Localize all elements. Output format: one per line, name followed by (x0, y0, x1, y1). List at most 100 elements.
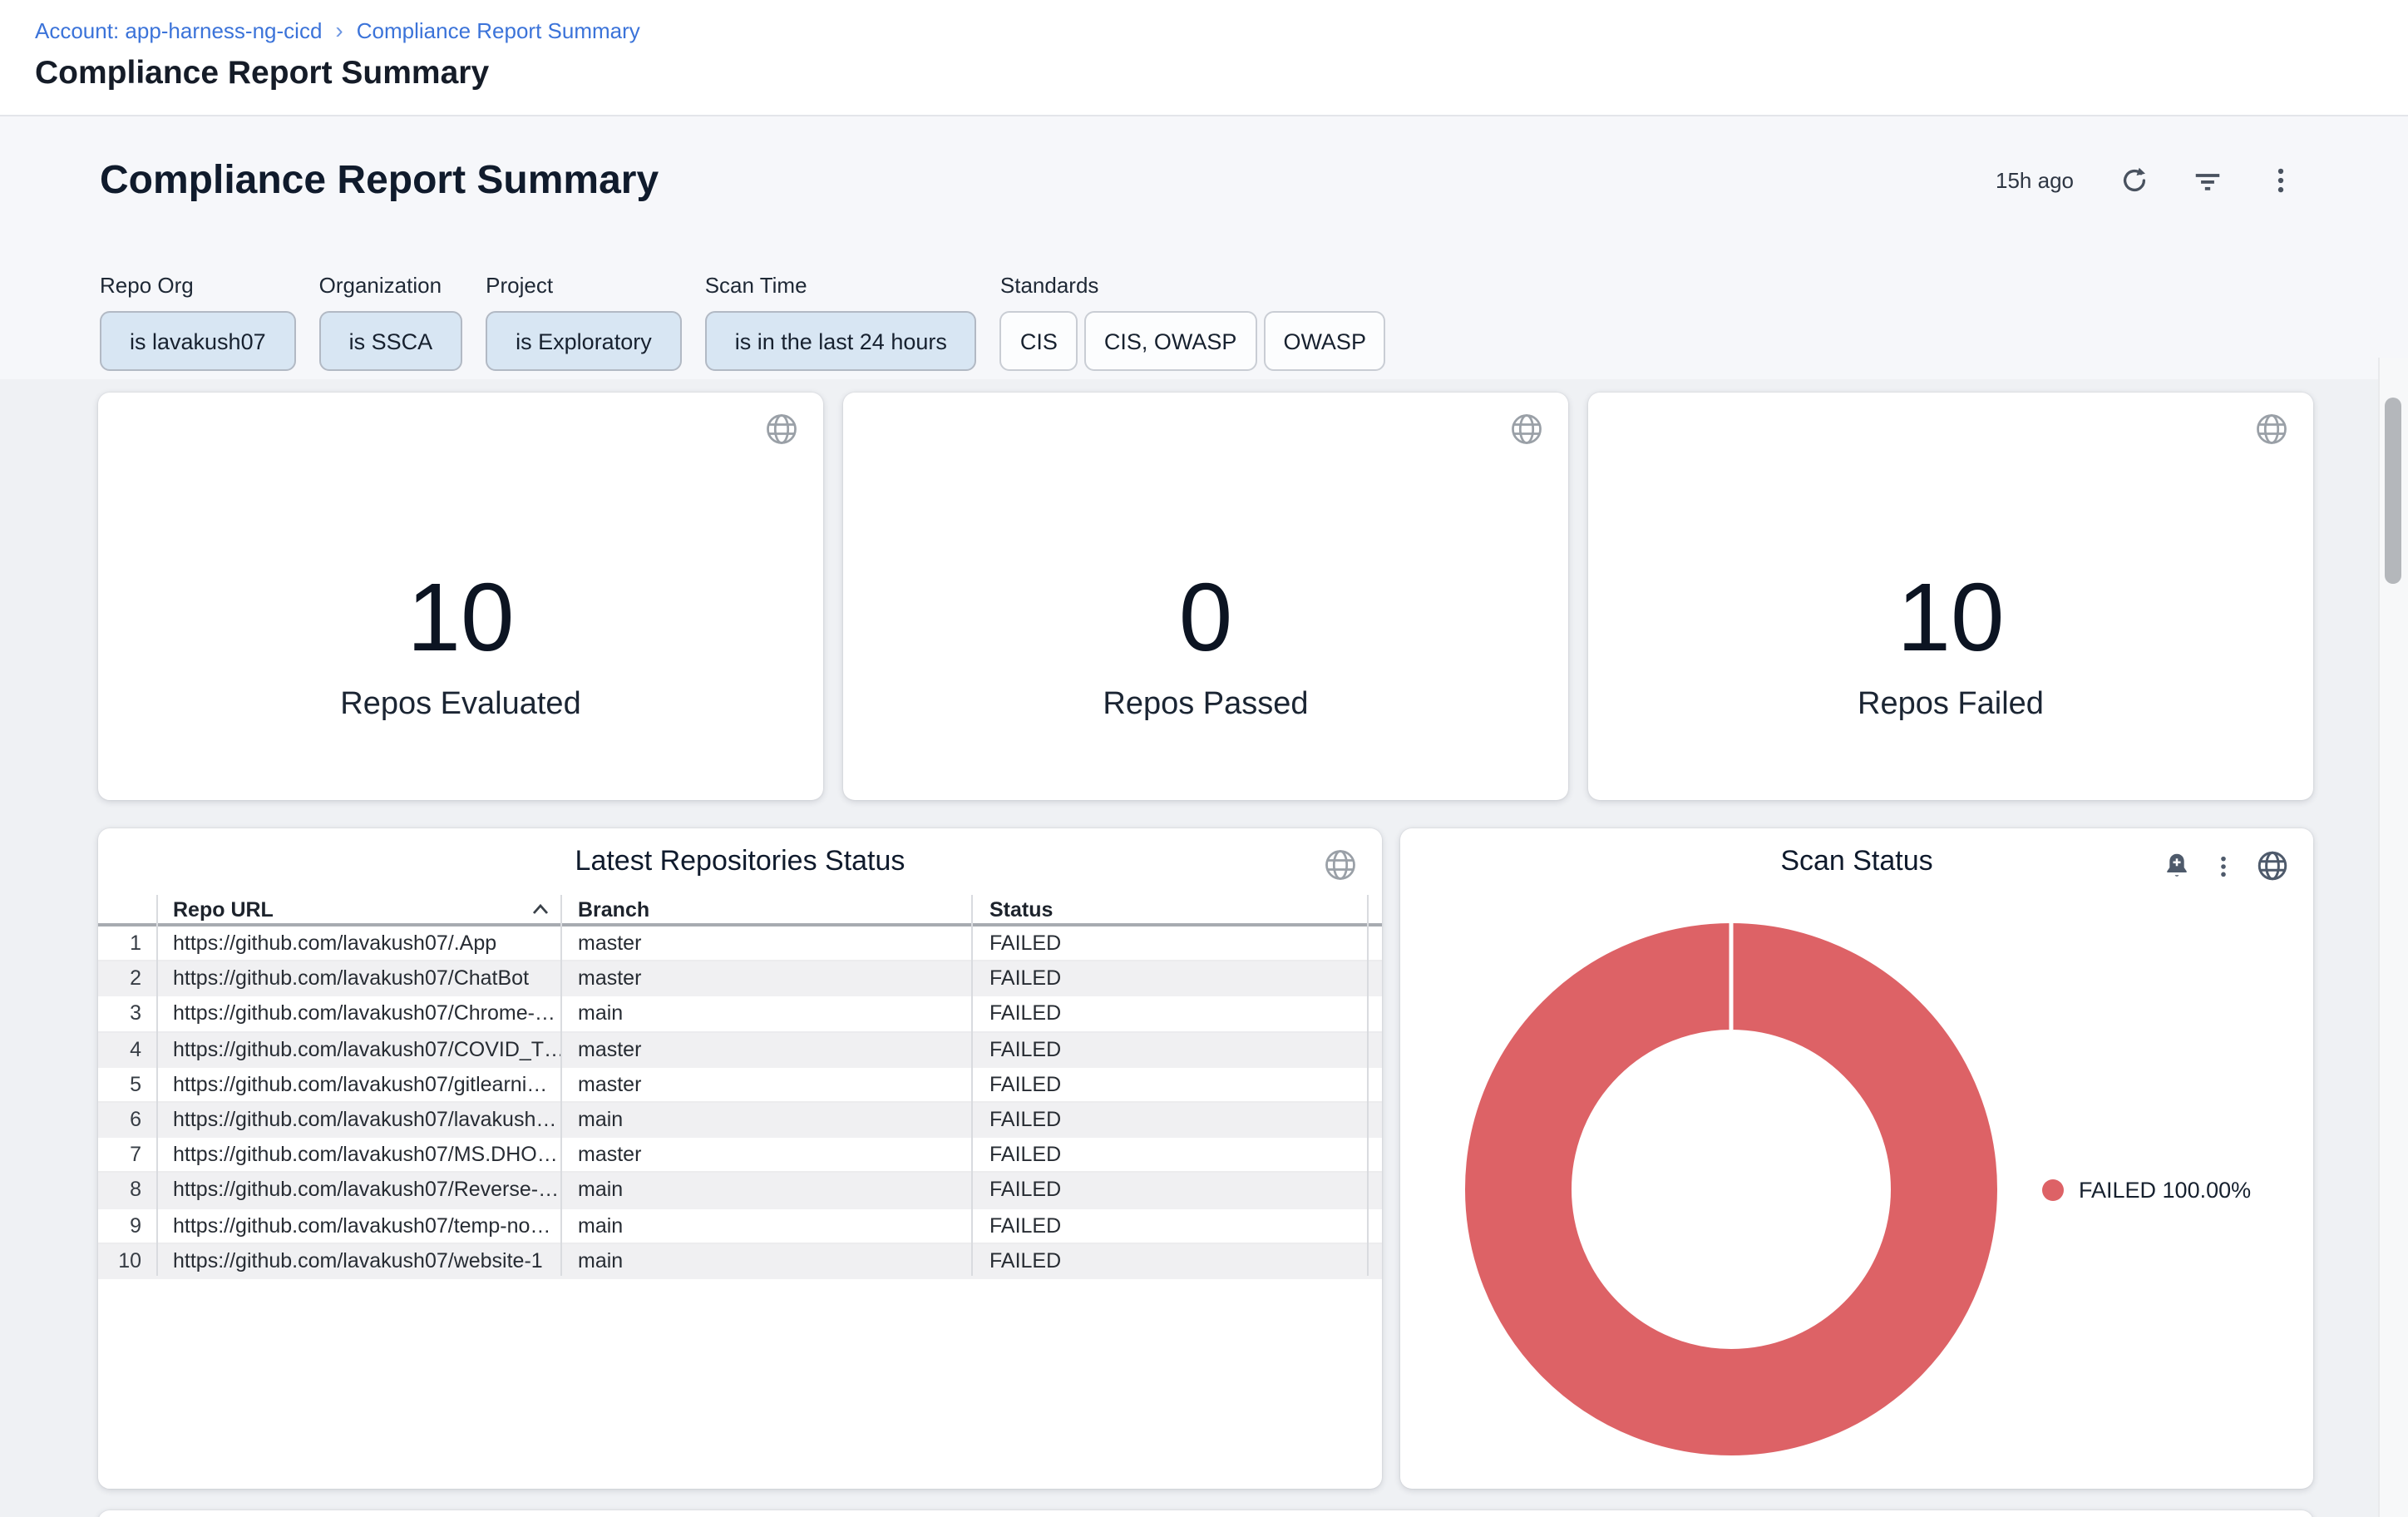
cell-repo-url: https://github.com/lavakush07/temp-no… (173, 1213, 551, 1238)
table-row[interactable]: 8 https://github.com/lavakush07/Reverse-…… (98, 1173, 1382, 1208)
filter-label: Scan Time (704, 273, 807, 298)
more-vertical-icon[interactable] (2210, 851, 2237, 881)
cell-status: FAILED (989, 1143, 1062, 1167)
cell-repo-url: https://github.com/lavakush07/COVID_T… (173, 1037, 560, 1061)
last-refresh-time: 15h ago (1996, 168, 2074, 193)
table-row[interactable]: 5 https://github.com/lavakush07/gitlearni… (98, 1067, 1382, 1103)
breadcrumb-account-link[interactable]: Account: app-harness-ng-cicd (35, 18, 323, 43)
scrollbar-thumb[interactable] (2385, 398, 2401, 584)
cell-status: FAILED (989, 1248, 1062, 1272)
dashboard-toolbar: 15h ago (1996, 165, 2297, 196)
cell-branch: main (578, 1213, 624, 1238)
scrollbar-track[interactable] (2378, 358, 2408, 1517)
dashboard-panel: Compliance Report Summary 15h ago Repo O… (0, 116, 2408, 1517)
filter-chip-project[interactable]: is Exploratory (486, 311, 682, 371)
cell-branch: master (578, 1143, 642, 1167)
filter-chip-standard-cis-owasp[interactable]: CIS, OWASP (1083, 311, 1257, 371)
cell-status: FAILED (989, 1037, 1062, 1061)
globe-icon[interactable] (1322, 847, 1359, 883)
stat-value: 10 (407, 563, 515, 671)
cell-num: 8 (130, 1178, 141, 1202)
column-header-status[interactable]: Status (989, 897, 1054, 921)
globe-icon[interactable] (2253, 411, 2290, 447)
cell-repo-url: https://github.com/lavakush07/Chrome-… (173, 1001, 555, 1025)
filter-group-scan-time: Scan Time is in the last 24 hours (704, 273, 977, 371)
column-header-repo-url[interactable]: Repo URL (156, 897, 560, 921)
filter-label: Project (486, 273, 554, 298)
globe-icon[interactable] (1508, 411, 1545, 447)
column-header-branch[interactable]: Branch (578, 897, 650, 921)
scan-card-toolbar (2162, 848, 2290, 883)
cell-status: FAILED (989, 931, 1062, 956)
cell-branch: master (578, 966, 642, 991)
filter-chip-standard-cis[interactable]: CIS (999, 311, 1078, 371)
filter-label: Standards (999, 273, 1099, 298)
filter-chip-organization[interactable]: is SSCA (318, 311, 463, 371)
filter-group-organization: Organization is SSCA (318, 273, 463, 371)
cell-num: 6 (130, 1108, 141, 1132)
column-divider (1367, 895, 1369, 1276)
cell-branch: master (578, 1037, 642, 1061)
table-row[interactable]: 6 https://github.com/lavakush07/lavakush…… (98, 1102, 1382, 1139)
filter-group-project: Project is Exploratory (486, 273, 682, 371)
more-vertical-icon[interactable] (2265, 165, 2297, 196)
column-divider (971, 895, 973, 1276)
cell-repo-url: https://github.com/lavakush07/lavakush… (173, 1108, 557, 1132)
cell-num: 4 (130, 1037, 141, 1061)
sort-asc-icon (531, 903, 548, 914)
stat-card-repos-failed: 10 Repos Failed (1588, 393, 2313, 800)
latest-repositories-status-card: Latest Repositories Status Repo URL Bran… (98, 828, 1382, 1489)
stat-value: 0 (1178, 563, 1233, 671)
chart-legend[interactable]: FAILED 100.00% (2042, 1178, 2251, 1203)
cell-branch: main (578, 1108, 624, 1132)
filter-chip-repo-org[interactable]: is lavakush07 (100, 311, 296, 371)
stat-card-repos-passed: 0 Repos Passed (843, 393, 1568, 800)
table-body: 1 https://github.com/lavakush07/.App maste… (98, 927, 1382, 1279)
table-title: Latest Repositories Status (575, 845, 905, 877)
cell-num: 1 (130, 931, 141, 956)
table-row[interactable]: 9 https://github.com/lavakush07/temp-no… m… (98, 1208, 1382, 1244)
cell-status: FAILED (989, 1108, 1062, 1132)
table-row[interactable]: 1 https://github.com/lavakush07/.App maste… (98, 927, 1382, 962)
filter-label: Repo Org (100, 273, 194, 298)
cell-branch: master (578, 931, 642, 956)
cell-branch: main (578, 1248, 624, 1272)
column-header-label: Repo URL (173, 897, 274, 921)
table-row[interactable]: 3 https://github.com/lavakush07/Chrome-… m… (98, 996, 1382, 1033)
column-divider (560, 895, 561, 1276)
column-divider (156, 895, 158, 1276)
table-row[interactable]: 2 https://github.com/lavakush07/ChatBot ma… (98, 961, 1382, 997)
table-row[interactable]: 4 https://github.com/lavakush07/COVID_T… m… (98, 1032, 1382, 1068)
cell-branch: main (578, 1001, 624, 1025)
breadcrumb-separator-icon: › (335, 17, 343, 43)
next-tile-peek (98, 1510, 2313, 1517)
table-header: Repo URL Branch Status (98, 895, 1382, 927)
cell-status: FAILED (989, 1178, 1062, 1202)
legend-dot-failed (2042, 1179, 2064, 1201)
globe-icon[interactable] (2255, 848, 2290, 883)
scan-status-donut-chart[interactable] (1465, 923, 1997, 1455)
dashboard-canvas: 10 Repos Evaluated 0 Repos Passed (0, 379, 2408, 1517)
filter-icon[interactable] (2192, 165, 2223, 196)
cell-num: 3 (130, 1001, 141, 1025)
globe-icon[interactable] (763, 411, 800, 447)
cell-status: FAILED (989, 966, 1062, 991)
cell-num: 7 (130, 1143, 141, 1167)
table-row[interactable]: 10 https://github.com/lavakush07/website-… (98, 1243, 1382, 1279)
donut-ring (1465, 923, 1997, 1455)
filter-chip-standard-owasp[interactable]: OWASP (1263, 311, 1386, 371)
refresh-icon[interactable] (2119, 165, 2150, 196)
bell-plus-icon[interactable] (2162, 850, 2192, 882)
legend-label-failed: FAILED 100.00% (2079, 1178, 2252, 1203)
table-row[interactable]: 7 https://github.com/lavakush07/MS.DHO… ma… (98, 1138, 1382, 1174)
breadcrumb-current-link[interactable]: Compliance Report Summary (356, 18, 640, 43)
cell-status: FAILED (989, 1213, 1062, 1238)
stat-value: 10 (1897, 563, 2005, 671)
cell-repo-url: https://github.com/lavakush07/website-1 (173, 1248, 543, 1272)
cell-repo-url: https://github.com/lavakush07/Reverse-… (173, 1178, 560, 1202)
page-title: Compliance Report Summary (35, 55, 490, 91)
filter-chip-scan-time[interactable]: is in the last 24 hours (704, 311, 977, 371)
app-header: Account: app-harness-ng-cicd › Complianc… (0, 0, 2408, 116)
cell-repo-url: https://github.com/lavakush07/MS.DHO… (173, 1143, 558, 1167)
